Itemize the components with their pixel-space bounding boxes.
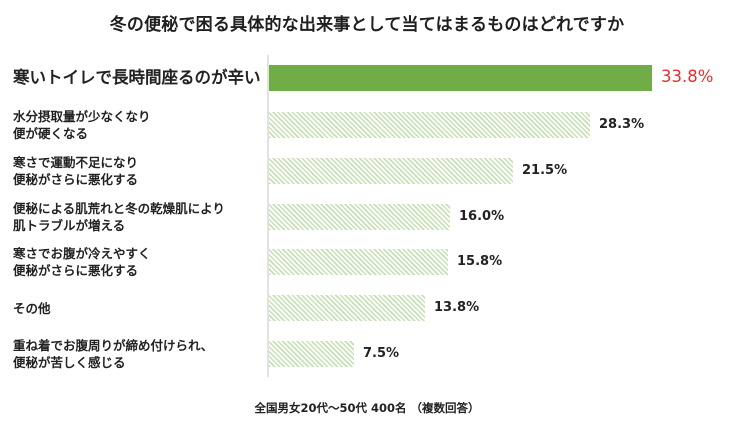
category-label: 便秘による肌荒れと冬の乾燥肌により 肌トラブルが増える (13, 200, 263, 234)
category-label-line2: 肌トラブルが増える (13, 218, 126, 233)
bar (269, 112, 590, 138)
value-label: 21.5% (522, 163, 568, 178)
category-label-line1: 水分摂取量が少なくなり (13, 109, 151, 124)
value-label: 7.5% (363, 346, 400, 361)
category-label: 寒さで運動不足になり 便秘がさらに悪化する (13, 154, 263, 188)
category-label: その他 (13, 291, 263, 325)
chart-title: 冬の便秘で困る具体的な出来事として当てはまるものはどれですか (109, 15, 625, 35)
value-label: 33.8% (661, 67, 714, 86)
category-label-line2: 便秘がさらに悪化する (13, 172, 139, 187)
category-label-line2: 便が硬くなる (13, 126, 89, 141)
value-label: 16.0% (459, 209, 505, 224)
category-label-line2: 便秘がさらに悪化する (13, 263, 139, 278)
value-label: 15.8% (457, 254, 503, 269)
category-label-line1: 寒いトイレで長時間座るのが辛い (13, 68, 261, 87)
bar (269, 295, 425, 321)
category-label-line1: 重ね着でお腹周りが締め付けられ、 (13, 338, 214, 353)
sample-note: 全国男女20代～50代 400名 （複数回答） (254, 401, 480, 415)
value-label: 13.8% (434, 300, 480, 315)
category-label: 重ね着でお腹周りが締め付けられ、 便秘が苦しく感じる (13, 337, 263, 371)
category-label-line2: 便秘が苦しく感じる (13, 355, 126, 370)
bar (269, 158, 513, 184)
category-axis-line (267, 55, 269, 377)
value-label: 28.3% (599, 117, 645, 132)
bar (269, 341, 354, 367)
category-label-line1: 寒さでお腹が冷えやすく (13, 246, 151, 261)
category-label-line1: その他 (13, 300, 51, 316)
category-label: 寒いトイレで長時間座るのが辛い (13, 61, 263, 95)
bar (269, 204, 450, 230)
category-label-line1: 寒さで運動不足になり (13, 155, 139, 170)
category-label: 水分摂取量が少なくなり 便が硬くなる (13, 108, 263, 142)
category-label: 寒さでお腹が冷えやすく 便秘がさらに悪化する (13, 245, 263, 279)
highlighted-bar (269, 65, 652, 91)
bar (269, 249, 448, 275)
category-label-line1: 便秘による肌荒れと冬の乾燥肌により (13, 201, 225, 216)
